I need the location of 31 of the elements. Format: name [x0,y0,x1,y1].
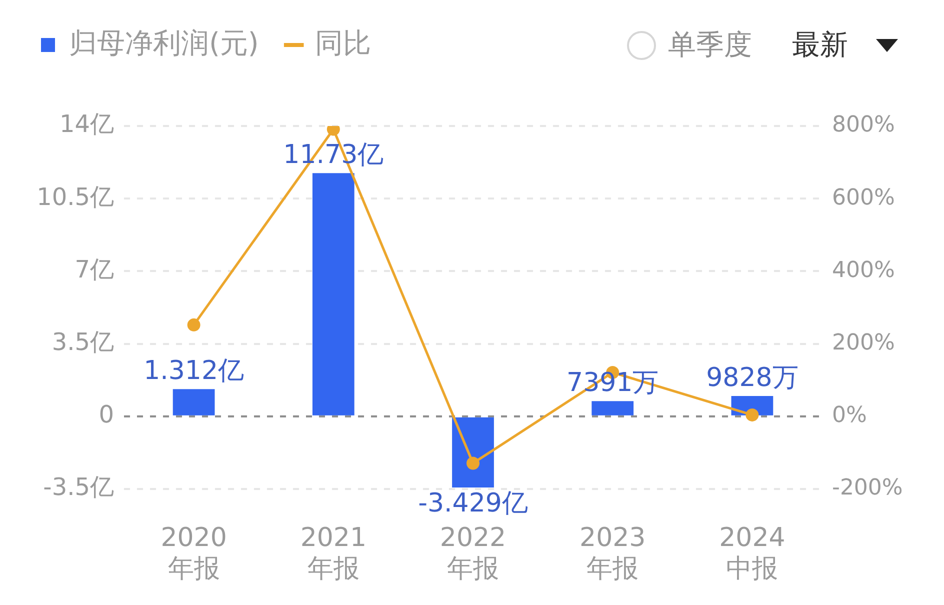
y-tick-label: 0 [98,400,114,429]
point [746,408,759,422]
y2-tick-label: 600% [832,185,895,210]
y-tick-label: 10.5亿 [36,182,114,211]
annotation: 9828万 [706,362,798,393]
point [466,456,480,470]
data-label: 1.312亿 [144,356,244,386]
y-tick-label: -3.5亿 [43,473,114,502]
bar [452,417,494,488]
bar [312,173,354,416]
x-tick-label: 2024 中报 [719,523,786,584]
y-tick-label: 14亿 [59,110,114,138]
bar [592,401,634,416]
point [187,318,200,332]
x-tick-label: 2023 年报 [580,523,646,584]
y-tick-label: 3.5亿 [52,328,114,356]
y2-tick-label: -200% [832,476,903,501]
legend-label: 归母净利润(元) [69,26,259,60]
y2-tick-label: 800% [832,112,895,138]
x-tick-label: 2020 年报 [160,523,227,584]
x-tick-label: 2021 年报 [300,523,366,584]
text: 最新 [792,27,848,63]
text: 单季度 [668,27,752,63]
x-tick-label: 2022 年报 [440,523,506,584]
y2-tick-label: 0% [832,403,867,428]
y-tick-label: 7亿 [74,255,114,284]
y2-tick-label: 200% [832,330,895,356]
data-label: -3.429亿 [418,488,528,518]
legend-label: 同比 [314,26,371,60]
bar [172,389,215,416]
y2-tick-label: 400% [832,258,895,283]
